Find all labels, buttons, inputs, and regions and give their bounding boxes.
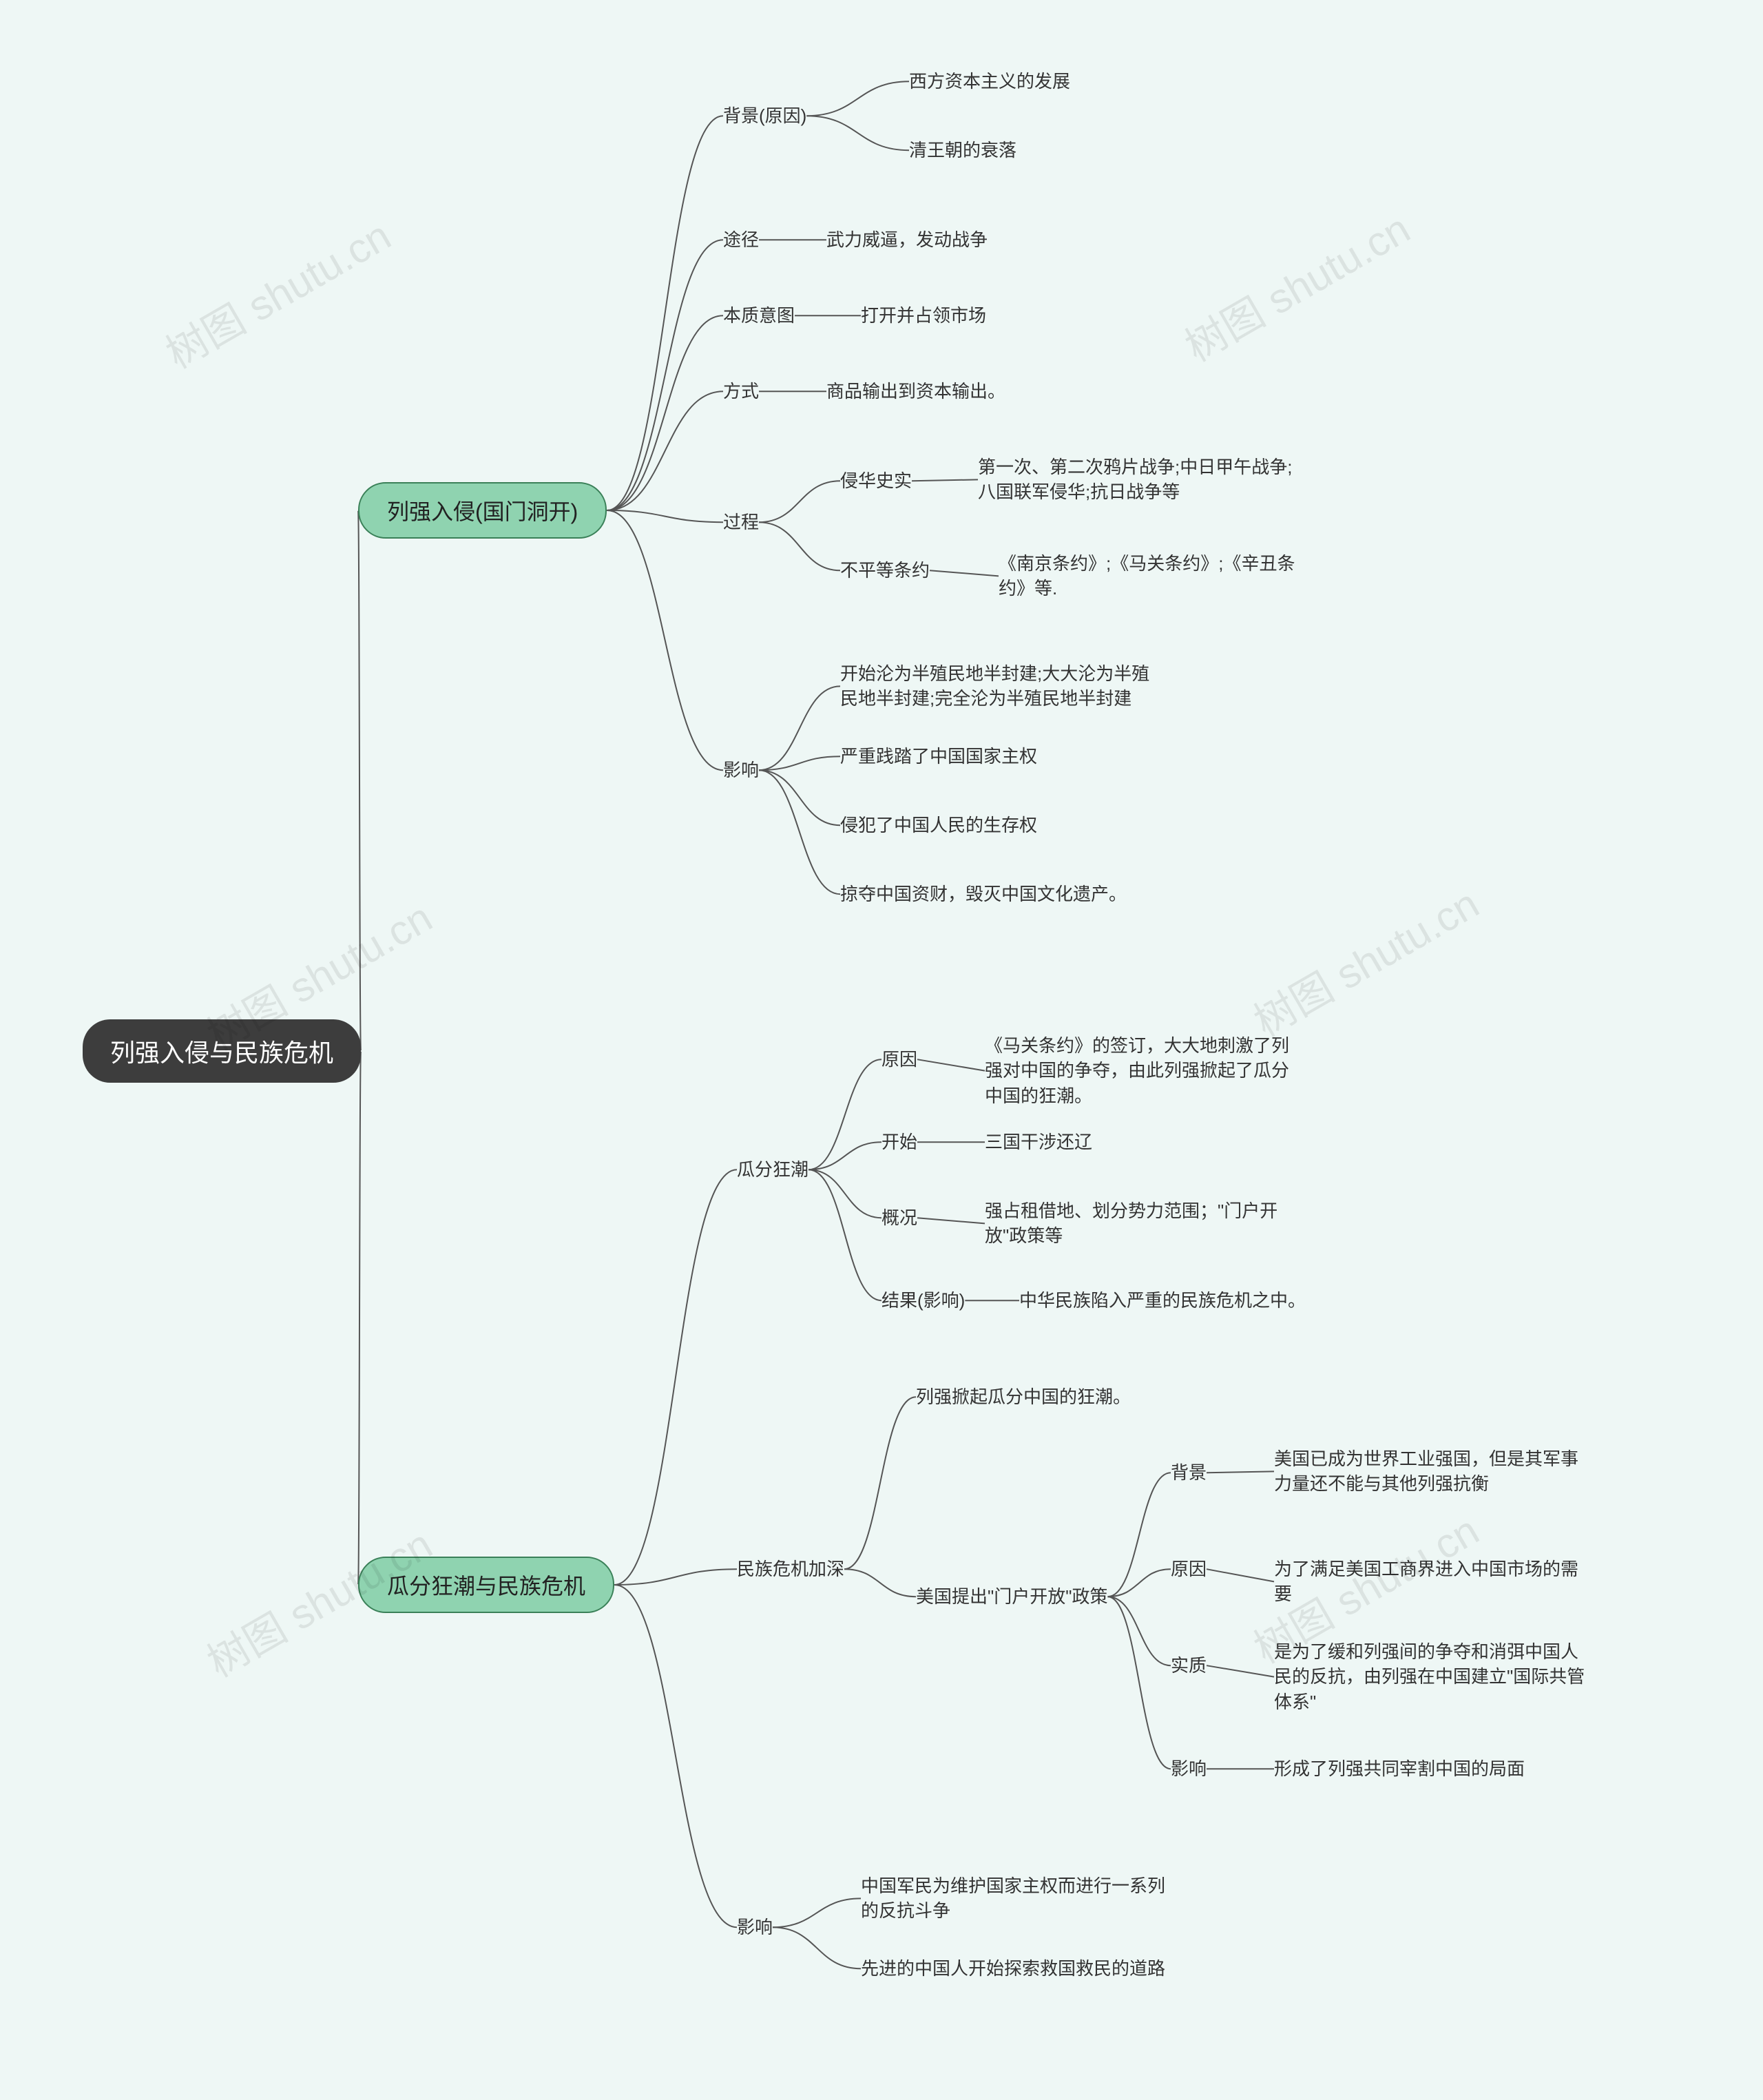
node-n_wj2_yx1: 形成了列强共同宰割中国的局面 — [1274, 1756, 1525, 1781]
node-n_yx2: 严重践踏了中国国家主权 — [840, 744, 1037, 769]
node-n_fs1: 商品输出到资本输出。 — [826, 379, 1005, 404]
node-n_gf: 瓜分狂潮 — [737, 1157, 809, 1182]
node-n_gf_ks: 开始 — [882, 1130, 917, 1154]
node-n_gc1a: 第一次、第二次鸦片战争;中日甲午战争;八国联军侵华;抗日战争等 — [978, 455, 1295, 505]
node-n_tj1: 武力威逼，发动战争 — [826, 227, 988, 252]
node-n_wj2_sz1: 是为了缓和列强间的争夺和消弭中国人民的反抗，由列强在中国建立"国际共管体系" — [1274, 1639, 1591, 1714]
node-n_yx4: 掠夺中国资财，毁灭中国文化遗产。 — [840, 882, 1127, 906]
branch-b1: 列强入侵(国门洞开) — [358, 482, 607, 539]
node-n_gf_gk: 概况 — [882, 1205, 917, 1230]
node-n_b2yx: 影响 — [737, 1915, 773, 1940]
node-n_gf_ks1: 三国干涉还辽 — [985, 1130, 1092, 1154]
node-n_gf_jg: 结果(影响) — [882, 1288, 965, 1313]
node-n_wj1: 列强掀起瓜分中国的狂潮。 — [916, 1384, 1131, 1409]
node-n_wj: 民族危机加深 — [737, 1557, 844, 1581]
node-n_b2yx1: 中国军民为维护国家主权而进行一系列的反抗斗争 — [861, 1873, 1178, 1924]
node-n_yx1: 开始沦为半殖民地半封建;大大沦为半殖民地半封建;完全沦为半殖民地半封建 — [840, 661, 1157, 711]
node-n_wj2_yx: 影响 — [1171, 1756, 1207, 1781]
root-node: 列强入侵与民族危机 — [83, 1019, 361, 1083]
node-n_gc2: 不平等条约 — [840, 558, 930, 583]
node-n_wj2_bj1: 美国已成为世界工业强国，但是其军事力量还不能与其他列强抗衡 — [1274, 1446, 1591, 1497]
node-n_gc: 过程 — [723, 510, 759, 534]
root-label: 列强入侵与民族危机 — [110, 1039, 333, 1067]
node-n_bg1: 西方资本主义的发展 — [909, 69, 1070, 94]
node-n_fs: 方式 — [723, 379, 759, 404]
branch-b2: 瓜分狂潮与民族危机 — [358, 1557, 614, 1613]
node-n_gf_yy1: 《马关条约》的签订，大大地刺激了列强对中国的争夺，由此列强掀起了瓜分中国的狂潮。 — [985, 1033, 1302, 1108]
node-n_yx3: 侵犯了中国人民的生存权 — [840, 813, 1037, 838]
node-n_tj: 途径 — [723, 227, 759, 252]
node-n_gc1: 侵华史实 — [840, 468, 912, 493]
node-n_gf_yy: 原因 — [882, 1047, 917, 1072]
node-n_bz: 本质意图 — [723, 303, 795, 328]
node-n_wj2: 美国提出"门户开放"政策 — [916, 1584, 1107, 1609]
node-n_gf_jg1: 中华民族陷入严重的民族危机之中。 — [1019, 1288, 1306, 1313]
node-n_wj2_sz: 实质 — [1171, 1653, 1207, 1678]
node-n_yx: 影响 — [723, 758, 759, 782]
node-n_gf_gk1: 强占租借地、划分势力范围；"门户开放"政策等 — [985, 1198, 1302, 1249]
node-n_bg2: 清王朝的衰落 — [909, 138, 1016, 163]
node-n_gc2a: 《南京条约》;《马关条约》;《辛丑条约》等. — [999, 551, 1315, 601]
node-n_wj2_bj: 背景 — [1171, 1460, 1207, 1485]
node-n_b2yx2: 先进的中国人开始探索救国救民的道路 — [861, 1956, 1165, 1981]
node-n_wj2_yy1: 为了满足美国工商界进入中国市场的需要 — [1274, 1557, 1591, 1607]
node-n_wj2_yy: 原因 — [1171, 1557, 1207, 1581]
node-n_bz1: 打开并占领市场 — [861, 303, 986, 328]
node-n_bg: 背景(原因) — [723, 103, 806, 128]
